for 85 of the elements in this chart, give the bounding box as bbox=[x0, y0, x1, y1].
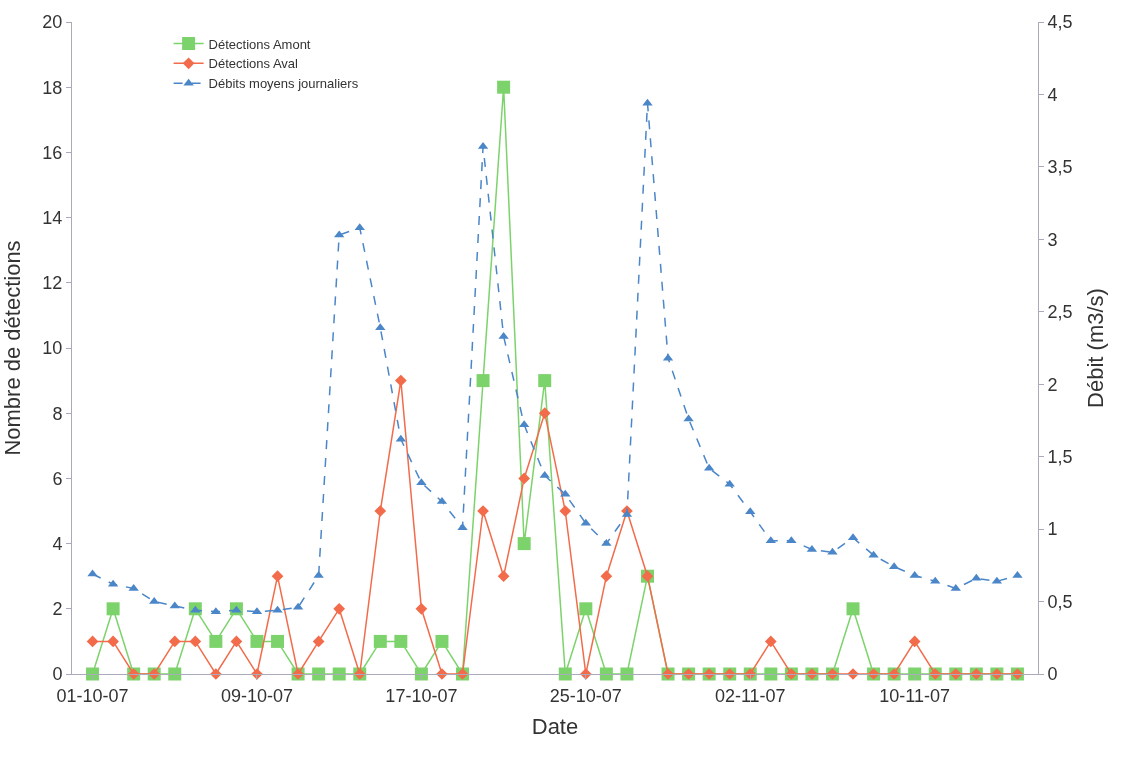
legend-label: Détections Amont bbox=[208, 36, 311, 52]
point bbox=[559, 505, 572, 517]
point bbox=[498, 331, 509, 339]
point bbox=[87, 569, 98, 577]
point bbox=[1012, 570, 1023, 578]
x-tick-label: 09-10-07 bbox=[220, 685, 294, 706]
y-tick-label: 12 bbox=[42, 273, 63, 294]
point bbox=[971, 573, 982, 581]
point bbox=[209, 634, 223, 648]
point bbox=[333, 602, 346, 615]
point bbox=[517, 537, 531, 551]
x-axis-title: Date bbox=[531, 714, 579, 740]
point bbox=[107, 635, 119, 648]
point bbox=[909, 570, 920, 578]
point bbox=[764, 667, 778, 681]
point bbox=[476, 374, 490, 388]
y-tick-label: 8 bbox=[52, 403, 63, 424]
point bbox=[250, 634, 264, 648]
y2-tick-label: 3,5 bbox=[1047, 157, 1073, 178]
y2-tick-label: 2,5 bbox=[1047, 302, 1073, 323]
y2-tick-label: 1,5 bbox=[1047, 446, 1073, 467]
point bbox=[230, 635, 243, 648]
x-tick-label: 17-10-07 bbox=[385, 685, 458, 706]
y-tick-label: 16 bbox=[42, 142, 63, 163]
point bbox=[394, 634, 408, 648]
point bbox=[435, 634, 449, 648]
point bbox=[908, 667, 922, 681]
y-tick-label: 20 bbox=[42, 12, 63, 33]
point bbox=[271, 634, 285, 648]
y2-tick-label: 4 bbox=[1047, 84, 1058, 105]
y-tick-label: 2 bbox=[52, 599, 63, 620]
point bbox=[930, 576, 941, 584]
x-tick-label: 25-10-07 bbox=[549, 685, 622, 706]
y-tick-label: 18 bbox=[42, 77, 63, 98]
y-tick-label: 4 bbox=[52, 533, 63, 554]
y2-tick-label: 0,5 bbox=[1047, 591, 1073, 612]
point bbox=[86, 635, 99, 648]
point bbox=[373, 634, 387, 648]
point bbox=[313, 570, 324, 578]
point bbox=[764, 635, 777, 648]
point bbox=[518, 472, 531, 485]
point bbox=[908, 635, 921, 648]
point bbox=[599, 667, 613, 681]
y-tick-label: 14 bbox=[42, 207, 63, 228]
x-tick-label: 02-11-07 bbox=[714, 685, 786, 706]
point bbox=[332, 667, 346, 681]
point bbox=[414, 667, 428, 681]
y2-tick-label: 2 bbox=[1047, 374, 1058, 395]
point bbox=[415, 602, 428, 615]
point bbox=[538, 374, 552, 388]
y-tick-label: 10 bbox=[42, 338, 63, 359]
point bbox=[169, 601, 180, 609]
point bbox=[560, 489, 571, 497]
legend-label: Débits moyens journaliers bbox=[208, 76, 359, 92]
x-tick-label: 10-11-07 bbox=[879, 685, 951, 706]
point bbox=[558, 667, 572, 681]
point bbox=[312, 667, 326, 681]
y-tick-label: 6 bbox=[52, 468, 63, 489]
y2-tick-label: 0 bbox=[1047, 664, 1058, 685]
y2-axis-title: Débit (m3/s) bbox=[1083, 288, 1108, 408]
point bbox=[312, 635, 325, 648]
point bbox=[846, 602, 860, 616]
point bbox=[497, 80, 511, 94]
point bbox=[538, 407, 551, 420]
point bbox=[168, 635, 181, 648]
point bbox=[272, 605, 283, 613]
point bbox=[374, 505, 387, 517]
point bbox=[168, 667, 182, 681]
point bbox=[600, 570, 613, 583]
point bbox=[827, 547, 838, 555]
y2-tick-label: 3 bbox=[1047, 229, 1058, 250]
y-axis-title: Nombre de détections bbox=[0, 240, 25, 456]
point bbox=[620, 667, 634, 681]
point bbox=[271, 570, 284, 583]
y2-tick-label: 1 bbox=[1047, 519, 1058, 540]
point bbox=[579, 602, 593, 616]
point bbox=[189, 635, 202, 648]
point bbox=[395, 374, 407, 387]
point bbox=[106, 602, 120, 616]
point bbox=[497, 570, 510, 583]
x-tick-label: 01-10-07 bbox=[56, 685, 129, 706]
point bbox=[86, 667, 100, 681]
legend-label: Détections Aval bbox=[208, 56, 299, 72]
y-tick-label: 0 bbox=[52, 664, 63, 685]
y2-tick-label: 4,5 bbox=[1047, 12, 1073, 33]
